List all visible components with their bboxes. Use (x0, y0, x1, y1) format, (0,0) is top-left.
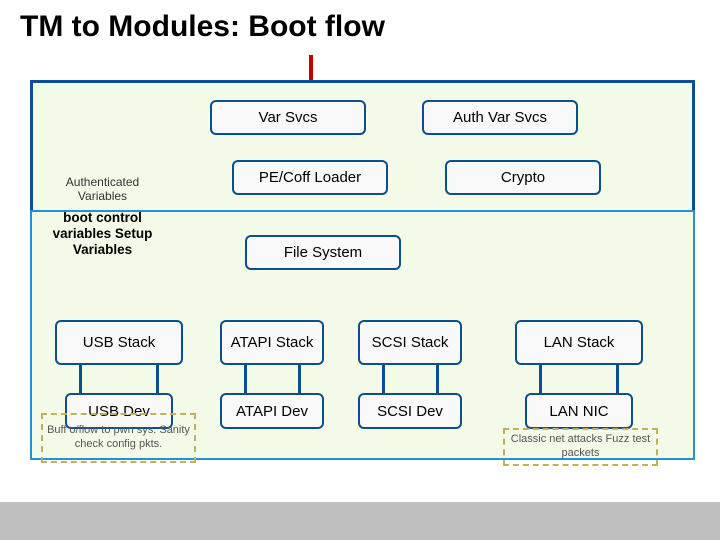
box-pe-coff: PE/Coff Loader (232, 160, 388, 195)
conn-scsi (382, 365, 385, 393)
conn-atapi-2 (298, 365, 301, 393)
box-lan-stack: LAN Stack (515, 320, 643, 365)
box-file-system: File System (245, 235, 401, 270)
box-auth-var-svcs: Auth Var Svcs (422, 100, 578, 135)
box-crypto: Crypto (445, 160, 601, 195)
box-atapi-dev: ATAPI Dev (220, 393, 324, 429)
note-buffer-overflow: Buff o/flow to pwn sys. Sanity check con… (41, 413, 196, 463)
conn-usb (79, 365, 82, 393)
box-var-svcs: Var Svcs (210, 100, 366, 135)
conn-lan (539, 365, 542, 393)
note-net-attacks: Classic net attacks Fuzz test packets (503, 428, 658, 466)
conn-usb-2 (156, 365, 159, 393)
box-usb-stack: USB Stack (55, 320, 183, 365)
conn-atapi (244, 365, 247, 393)
box-scsi-stack: SCSI Stack (358, 320, 462, 365)
conn-lan-2 (616, 365, 619, 393)
label-auth-vars: Authenticated Variables (45, 175, 160, 204)
footer-bar (0, 502, 720, 540)
box-lan-nic: LAN NIC (525, 393, 633, 429)
box-scsi-dev: SCSI Dev (358, 393, 462, 429)
label-boot-ctrl: boot control variables Setup Variables (45, 210, 160, 259)
box-atapi-stack: ATAPI Stack (220, 320, 324, 365)
page-title: TM to Modules: Boot flow (20, 10, 385, 44)
conn-scsi-2 (436, 365, 439, 393)
